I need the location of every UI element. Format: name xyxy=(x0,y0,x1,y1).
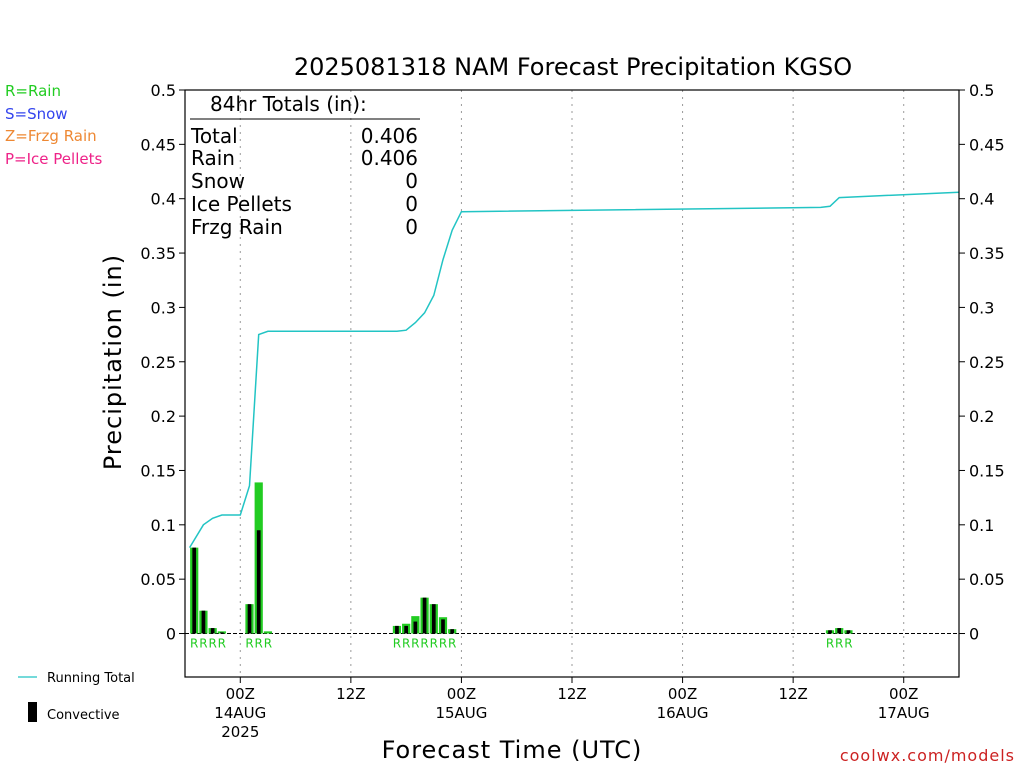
x-tick-label: 15AUG xyxy=(435,704,487,722)
y-tick-label-right: 0 xyxy=(969,625,979,644)
precip-type-label: R xyxy=(255,637,263,651)
x-tick-label: 12Z xyxy=(778,685,807,703)
credit-text: coolwx.com/models xyxy=(840,746,1015,765)
running-total-layer xyxy=(188,191,960,548)
precip-type-label: R xyxy=(190,637,198,651)
precip-type-label: R xyxy=(430,637,438,651)
convective-legend-swatch xyxy=(28,702,37,722)
y-tick-label-left: 0.4 xyxy=(151,190,176,209)
convective-bar xyxy=(247,604,252,634)
convective-bar xyxy=(404,625,408,634)
y-tick-label-right: 0.05 xyxy=(969,570,1005,589)
totals-value-total: 0.406 xyxy=(361,124,418,148)
legend-snow: S=Snow xyxy=(5,105,68,123)
x-tick-label: 00Z xyxy=(889,685,918,703)
totals-value-ice-pellets: 0 xyxy=(405,192,418,216)
precip-type-label: R xyxy=(393,637,401,651)
convective-bar xyxy=(828,630,832,634)
y-tick-label-right: 0.2 xyxy=(969,407,994,426)
y-tick-label-left: 0.2 xyxy=(151,407,176,426)
convective-bar xyxy=(450,629,455,634)
precip-type-label: R xyxy=(448,637,456,651)
running-total-line xyxy=(188,191,960,548)
precip-type-label: R xyxy=(844,637,852,651)
totals-value-snow: 0 xyxy=(405,169,418,193)
x-tick-label: 16AUG xyxy=(657,704,709,722)
convective-legend-label: Convective xyxy=(47,708,120,723)
precip-type-label: R xyxy=(245,637,253,651)
precip-type-label: R xyxy=(826,637,834,651)
precip-type-label: R xyxy=(439,637,447,651)
chart-title: 2025081318 NAM Forecast Precipitation KG… xyxy=(294,53,852,81)
y-tick-label-right: 0.15 xyxy=(969,461,1005,480)
x-tick-label: 00Z xyxy=(226,685,255,703)
y-tick-label-right: 0.25 xyxy=(969,353,1005,372)
precip-type-label: R xyxy=(402,637,410,651)
precip-type-label: R xyxy=(420,637,428,651)
y-tick-label-left: 0.1 xyxy=(151,516,176,535)
y-axis-label: Precipitation (in) xyxy=(99,254,127,470)
axes: 0 00.05 0.050.1 0.10.15 0.150.2 0.20.25 0.250.… xyxy=(140,81,1004,741)
x-tick-label: 17AUG xyxy=(878,704,930,722)
precip-type-label: R xyxy=(411,637,419,651)
x-tick-label: 00Z xyxy=(447,685,476,703)
precip-type-label: R xyxy=(208,637,216,651)
convective-bar xyxy=(210,628,215,634)
precip-type-label: R xyxy=(218,637,226,651)
convective-bar xyxy=(431,604,436,634)
x-tick-label: 12Z xyxy=(557,685,586,703)
y-tick-label-left: 0.35 xyxy=(140,244,176,263)
convective-bar xyxy=(256,530,261,634)
totals-label-snow: Snow xyxy=(191,169,245,193)
convective-bar xyxy=(441,619,445,634)
y-tick-label-left: 0.5 xyxy=(151,81,176,100)
gridlines xyxy=(185,90,959,677)
legend-frzg-rain: Z=Frzg Rain xyxy=(5,127,97,145)
y-tick-label-left: 0.45 xyxy=(140,135,176,154)
y-tick-label-left: 0.15 xyxy=(140,461,176,480)
y-tick-label-right: 0.45 xyxy=(969,135,1005,154)
running-total-legend-label: Running Total xyxy=(47,671,135,686)
y-tick-label-left: 0 xyxy=(166,625,176,644)
precip-type-label: R xyxy=(264,637,272,651)
legend-rain: R=Rain xyxy=(5,82,61,100)
y-tick-label-left: 0.25 xyxy=(140,353,176,372)
convective-bar xyxy=(192,547,197,634)
legend-ice-pellets: P=Ice Pellets xyxy=(5,150,102,168)
x-axis-label: Forecast Time (UTC) xyxy=(382,736,643,764)
convective-bar xyxy=(201,610,206,634)
totals-label-total: Total xyxy=(190,124,238,148)
y-tick-label-left: 0.3 xyxy=(151,298,176,317)
convective-bar xyxy=(220,632,224,634)
totals-label-rain: Rain xyxy=(191,146,235,170)
x-tick-label: 14AUG xyxy=(214,704,266,722)
totals-box: 84hr Totals (in): Total 0.406 Rain 0.406… xyxy=(190,92,420,239)
convective-bar xyxy=(846,630,851,634)
y-tick-label-right: 0.5 xyxy=(969,81,994,100)
precip-type-label: R xyxy=(199,637,207,651)
y-tick-label-right: 0.4 xyxy=(969,190,994,209)
precip-type-label: R xyxy=(835,637,843,651)
totals-label-frzg-rain: Frzg Rain xyxy=(191,215,283,239)
y-tick-label-right: 0.3 xyxy=(969,298,994,317)
totals-value-frzg-rain: 0 xyxy=(405,215,418,239)
x-tick-label: 2025 xyxy=(221,723,259,741)
convective-bar xyxy=(413,621,418,634)
totals-header: 84hr Totals (in): xyxy=(210,92,367,116)
precip-bar xyxy=(263,631,273,634)
totals-value-rain: 0.406 xyxy=(361,146,418,170)
convective-bar xyxy=(837,628,842,634)
y-tick-label-left: 0.05 xyxy=(140,570,176,589)
convective-bar xyxy=(395,625,399,634)
y-tick-label-right: 0.35 xyxy=(969,244,1005,263)
y-tick-label-right: 0.1 xyxy=(969,516,994,535)
convective-bar xyxy=(422,597,427,634)
totals-label-ice-pellets: Ice Pellets xyxy=(191,192,292,216)
x-tick-label: 12Z xyxy=(336,685,365,703)
x-tick-label: 00Z xyxy=(668,685,697,703)
